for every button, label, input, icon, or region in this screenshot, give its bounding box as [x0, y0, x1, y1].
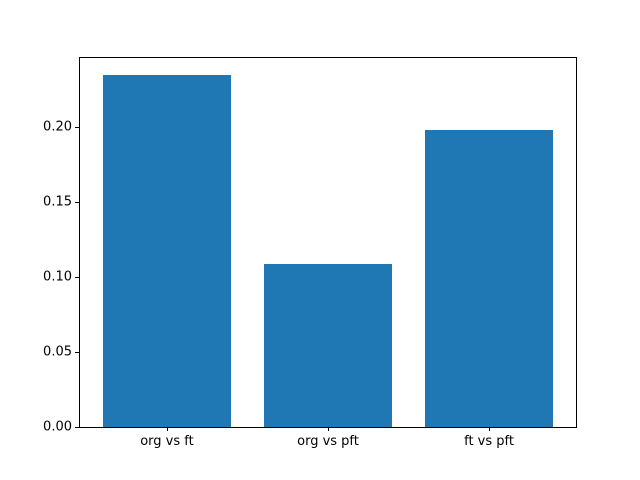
y-tick-label: 0.10: [43, 269, 72, 285]
y-tick-mark: [75, 202, 79, 203]
bar-ft-vs-pft: [424, 130, 554, 427]
y-tick-label: 0.15: [43, 194, 72, 210]
y-tick-mark: [75, 427, 79, 428]
x-tick-mark: [328, 427, 329, 431]
y-tick-mark: [75, 352, 79, 353]
bar-org-vs-ft: [102, 74, 232, 427]
y-tick-mark: [75, 127, 79, 128]
x-tick-mark: [166, 427, 168, 431]
bars-container: [80, 58, 576, 427]
x-tick-mark: [489, 427, 491, 431]
y-tick-label: 0.00: [43, 419, 72, 435]
x-tick-label: org vs pft: [297, 434, 359, 449]
bar-org-vs-pft: [263, 263, 393, 427]
x-tick-label: ft vs pft: [464, 434, 514, 449]
plot-area: [79, 57, 577, 428]
y-tick-mark: [75, 277, 79, 278]
y-tick-label: 0.20: [43, 119, 72, 135]
y-tick-label: 0.05: [43, 344, 72, 360]
x-tick-label: org vs ft: [140, 434, 194, 449]
